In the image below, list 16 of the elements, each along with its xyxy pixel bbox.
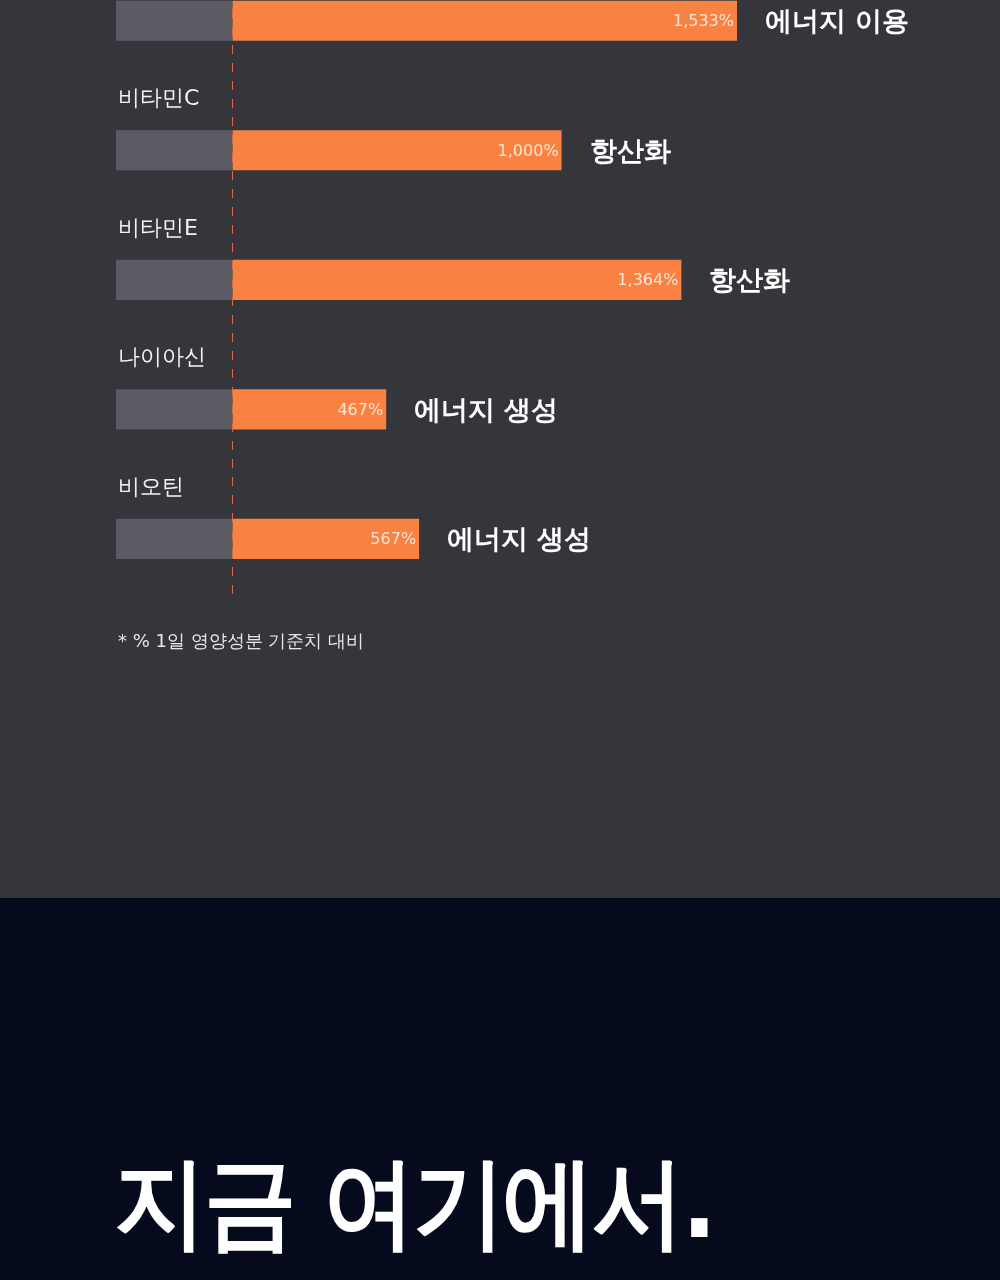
y-tick-label: 비오틴 bbox=[118, 474, 184, 499]
data-label: 1,533% bbox=[672, 11, 734, 31]
data-label: 467% bbox=[337, 399, 384, 419]
annotation: 항산화 bbox=[590, 135, 671, 166]
text: 지금 여기에서. bbox=[114, 1144, 715, 1261]
annotation: 에너지 이용 bbox=[765, 5, 910, 36]
text: * % 1일 영양성분 기준치 대비 bbox=[118, 630, 365, 651]
data-label: 1,000% bbox=[497, 140, 559, 160]
annotation: 에너지 생성 bbox=[414, 394, 559, 425]
data-label: 567% bbox=[370, 529, 417, 549]
annotation: 에너지 생성 bbox=[447, 523, 592, 554]
data-label: 1,364% bbox=[617, 270, 679, 290]
y-tick-label: 비타민E bbox=[118, 215, 198, 240]
y-tick-label: 나이아신 bbox=[118, 344, 206, 369]
annotation: 항산화 bbox=[709, 264, 790, 295]
y-tick-label: 비타민C bbox=[118, 85, 200, 110]
